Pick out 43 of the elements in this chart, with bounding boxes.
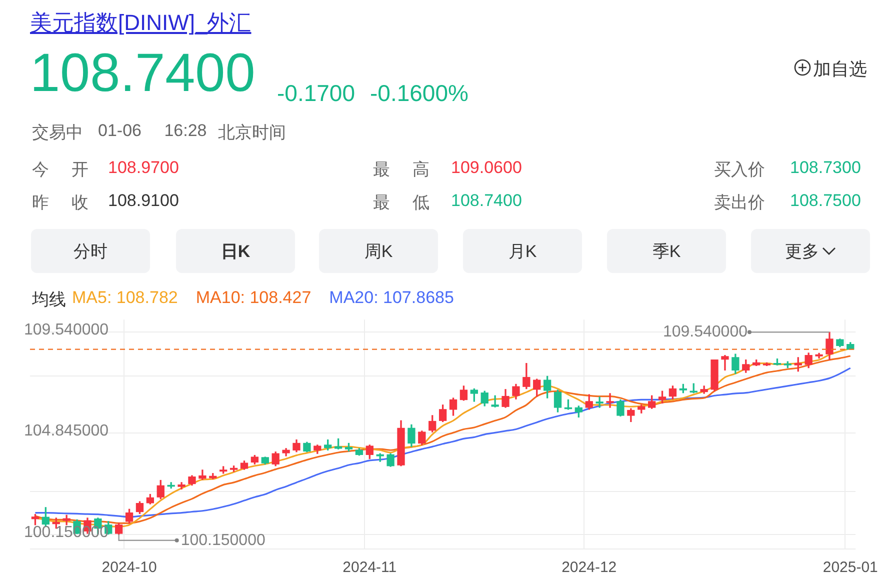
text: 季K (652, 240, 681, 262)
text: 卖出价 (714, 192, 765, 214)
candlestick (721, 355, 729, 371)
text: 月K (508, 240, 537, 262)
x-tick-label: 2025-01 (822, 559, 878, 576)
text: MA5: 108.782 (72, 288, 178, 309)
x-tick-label: 2024-11 (342, 559, 397, 576)
text: -0.1600% (370, 80, 468, 107)
text: 最 低 (373, 192, 430, 214)
y-tick-label: 104.845000 (24, 422, 109, 440)
annotation: 109.540000 (662, 324, 748, 340)
candlestick (606, 393, 614, 408)
text: 更多 (785, 240, 819, 262)
candlestick (596, 396, 604, 408)
y-tick-label: 100.150000 (24, 524, 109, 541)
x-tick-label: 2024-12 (562, 559, 617, 576)
candlestick (491, 395, 499, 408)
text: 分时 (74, 240, 108, 262)
text: 108.9100 (108, 191, 179, 211)
text: 108.9700 (108, 158, 179, 178)
text: 北京时间 (218, 122, 286, 144)
text: 昨 收 (32, 192, 89, 214)
text: 加自选 (813, 58, 867, 81)
text: 108.7400 (451, 191, 522, 211)
text: 日K (220, 240, 250, 262)
text: 最 高 (373, 159, 430, 181)
text: 108.7500 (790, 191, 861, 211)
text: MA10: 108.427 (196, 288, 312, 309)
annotation: 100.150000 (180, 532, 266, 549)
text: 美元指数[DINIW]_外汇 (30, 9, 252, 37)
text: 交易中 (32, 122, 83, 144)
text: 01-06 16:28 (98, 121, 207, 141)
text: 周K (364, 240, 393, 262)
text: 今 开 (32, 159, 89, 181)
x-tick-label: 2024-10 (102, 559, 157, 576)
legend-title: 均线 (32, 289, 66, 311)
y-tick-label: 109.540000 (24, 322, 109, 338)
text: 108.7300 (790, 158, 861, 178)
text: 买入价 (714, 159, 765, 181)
text: 108.7400 (30, 42, 256, 104)
text: MA20: 107.8685 (329, 288, 454, 309)
text: -0.1700 (277, 80, 356, 107)
text: 109.0600 (451, 158, 522, 178)
